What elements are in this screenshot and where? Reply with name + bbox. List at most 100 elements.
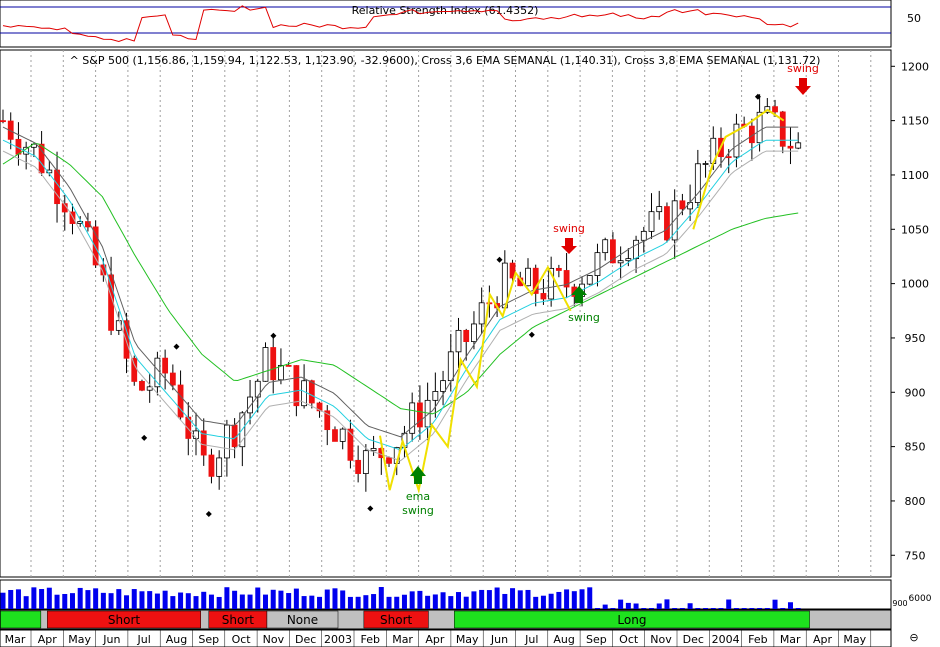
- candle: [262, 347, 269, 382]
- pivot-markers: [141, 93, 761, 517]
- volume-bar: [780, 608, 786, 609]
- candle: [92, 226, 99, 266]
- pivot-marker: [496, 256, 503, 263]
- candle: [162, 357, 169, 374]
- volume-bar: [85, 590, 91, 609]
- x-tick-label: Jul: [137, 633, 151, 646]
- volume-bar: [618, 599, 624, 609]
- candle: [679, 200, 686, 210]
- candle: [540, 293, 547, 300]
- candle: [656, 206, 663, 213]
- y-tick-label: 1100: [901, 169, 929, 182]
- volume-bar: [548, 593, 554, 609]
- candle: [633, 239, 639, 260]
- volume-bar: [525, 589, 531, 609]
- candle: [46, 169, 53, 174]
- volume-bar: [124, 595, 130, 609]
- candle: [447, 351, 454, 382]
- annotation-text: swing: [787, 62, 819, 75]
- volume-bar: [139, 591, 145, 609]
- volume-bar: [703, 608, 709, 609]
- candle: [146, 386, 153, 391]
- volume-bar: [726, 599, 732, 609]
- volume-bar: [39, 589, 45, 609]
- candle: [324, 410, 331, 431]
- volume-tick-900: 900: [892, 599, 907, 608]
- volume-bar: [216, 596, 222, 609]
- volume-bar: [116, 589, 122, 609]
- volume-bar: [564, 589, 570, 609]
- volume-bar: [286, 593, 292, 609]
- volume-bar: [147, 591, 153, 609]
- volume-bars: [0, 587, 801, 609]
- volume-bar: [448, 596, 454, 609]
- volume-bar: [733, 608, 739, 609]
- volume-bar: [201, 591, 207, 609]
- volume-bar: [471, 591, 477, 609]
- candle: [332, 429, 338, 442]
- candle: [432, 391, 439, 401]
- volume-bar: [46, 587, 52, 609]
- volume-bar: [378, 587, 384, 609]
- signal-bar: Short Short None Short Long: [0, 609, 892, 630]
- candle: [339, 428, 346, 442]
- volume-bar: [571, 591, 577, 609]
- candle: [779, 111, 786, 147]
- volume-bar: [185, 593, 191, 609]
- volume-tick-6000: 6000: [909, 594, 932, 604]
- candle: [69, 211, 76, 224]
- candle: [702, 163, 709, 165]
- volume-bar: [772, 599, 778, 609]
- volume-bar: [456, 592, 462, 609]
- volume-bar: [486, 590, 492, 609]
- volume-bar: [108, 593, 114, 609]
- volume-bar: [247, 594, 253, 609]
- volume-bar: [749, 608, 755, 609]
- volume-bar: [432, 594, 438, 609]
- pivot-marker: [173, 343, 180, 350]
- volume-bar: [100, 592, 106, 609]
- y-tick-label: 1200: [901, 60, 929, 73]
- y-tick-label: 1150: [901, 115, 929, 128]
- signal-segment-long: [0, 610, 42, 629]
- annotation-text: ema: [406, 490, 430, 503]
- volume-bar: [301, 596, 307, 609]
- x-tick-label: Sep: [586, 633, 607, 646]
- candle: [617, 260, 624, 264]
- volume-bar: [54, 594, 60, 609]
- volume-bar: [579, 589, 585, 609]
- volume-bar: [401, 594, 407, 609]
- x-tick-label: Jun: [490, 633, 508, 646]
- volume-bar: [664, 599, 670, 609]
- volume-bar: [293, 588, 299, 609]
- pivot-marker: [528, 331, 535, 338]
- zoom-icon[interactable]: ⊖: [909, 631, 918, 644]
- x-axis-frame: [0, 629, 892, 647]
- pivot-marker: [754, 93, 761, 100]
- volume-bar: [31, 587, 37, 609]
- candle: [208, 454, 215, 477]
- candle: [362, 450, 369, 474]
- x-tick-label: Jul: [524, 633, 538, 646]
- candle: [509, 262, 516, 279]
- x-tick-label: Mar: [392, 633, 413, 646]
- volume-bar: [386, 596, 392, 609]
- volume-bar: [417, 590, 423, 609]
- volume-bar: [255, 587, 261, 609]
- pivot-marker: [367, 505, 374, 512]
- volume-bar: [649, 608, 655, 609]
- volume-bar: [502, 593, 508, 609]
- y-tick-label: 950: [905, 332, 926, 345]
- volume-bar: [764, 608, 770, 609]
- rsi-panel: Relative Strength Index (61.4352) 50: [0, 0, 921, 48]
- signal-segment-short: [47, 610, 201, 629]
- volume-bar: [0, 592, 6, 609]
- x-tick-label: Apr: [813, 633, 833, 646]
- price-panel-frame: [0, 49, 892, 578]
- x-tick-label: Mar: [5, 633, 26, 646]
- candle: [38, 143, 45, 174]
- volume-bar: [332, 588, 338, 609]
- ema-band-dark-line: [2, 126, 799, 438]
- candle: [594, 252, 601, 276]
- candle: [254, 380, 261, 398]
